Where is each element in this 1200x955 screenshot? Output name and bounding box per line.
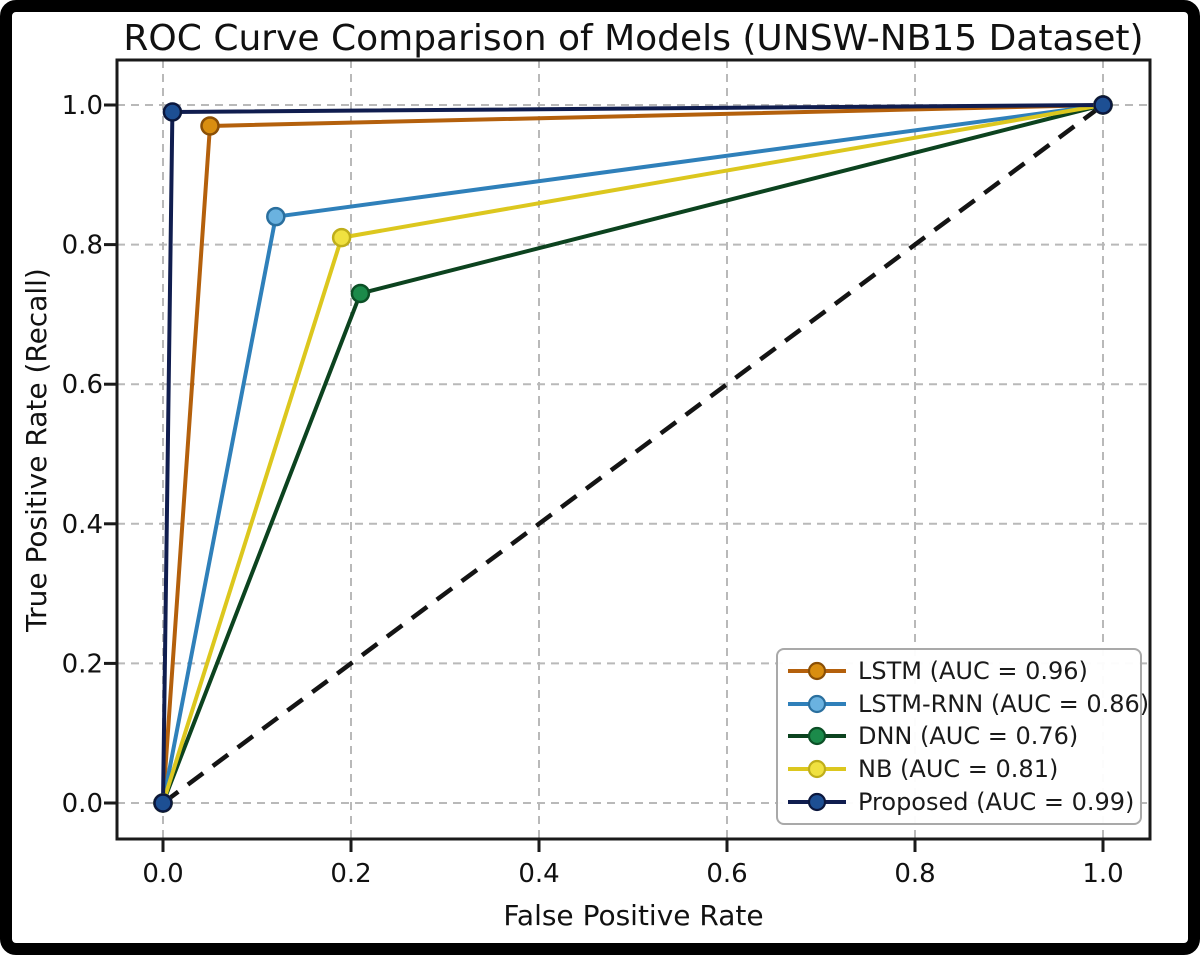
- legend-marker-sample: [807, 694, 827, 713]
- y-tick-label: 0.8: [62, 231, 103, 261]
- x-tick-label: 0.4: [518, 859, 559, 889]
- y-tick-label: 0.2: [62, 649, 103, 679]
- legend-item-proposed: Proposed (AUC = 0.99): [786, 788, 1134, 816]
- legend-item-nb: NB (AUC = 0.81): [786, 755, 1134, 783]
- legend-item-dnn: DNN (AUC = 0.76): [786, 722, 1134, 750]
- x-tick-label: 0.8: [894, 859, 935, 889]
- x-tick-label: 0.6: [706, 859, 747, 889]
- y-axis-label: True Positive Rate (Recall): [20, 268, 53, 632]
- legend-item-lstm: LSTM (AUC = 0.96): [786, 657, 1134, 685]
- legend-label: LSTM-RNN (AUC = 0.86): [858, 689, 1150, 718]
- legend-item-lstm-rnn: LSTM-RNN (AUC = 0.86): [786, 690, 1149, 718]
- legend-label: LSTM (AUC = 0.96): [858, 657, 1088, 686]
- legend-label: Proposed (AUC = 0.99): [858, 787, 1135, 816]
- legend-label: NB (AUC = 0.81): [858, 755, 1059, 784]
- series-marker-nb: [331, 227, 352, 248]
- legend-swatch-icon: [788, 759, 846, 779]
- axes-border: [115, 58, 1152, 841]
- chart-title: ROC Curve Comparison of Models (UNSW-NB1…: [123, 18, 1144, 59]
- legend-label: DNN (AUC = 0.76): [858, 722, 1079, 751]
- series-marker-lstm: [200, 116, 220, 136]
- series-marker-proposed: [162, 102, 183, 122]
- legend-marker-sample: [807, 792, 827, 811]
- series-marker-proposed: [1093, 95, 1113, 115]
- legend: LSTM (AUC = 0.96) LSTM-RNN (AUC = 0.86) DN…: [776, 648, 1149, 825]
- y-tick-label: 1.0: [62, 91, 103, 121]
- series-marker-lstm-rnn: [266, 206, 286, 227]
- y-tick-label: 0.6: [62, 370, 103, 400]
- chance-diagonal-line: [161, 103, 1105, 805]
- legend-swatch-icon: [788, 662, 846, 681]
- x-tick-label: 1.0: [1082, 859, 1123, 889]
- legend-swatch-icon: [788, 694, 846, 713]
- legend-marker-sample: [807, 727, 827, 746]
- x-tick-label: 0.0: [142, 859, 183, 889]
- legend-swatch-icon: [788, 792, 846, 811]
- series-marker-dnn: [350, 283, 371, 304]
- legend-marker-sample: [807, 759, 827, 779]
- x-tick-label: 0.2: [330, 859, 371, 889]
- x-axis-label: False Positive Rate: [503, 899, 764, 932]
- legend-swatch-icon: [788, 727, 846, 746]
- legend-marker-sample: [807, 662, 827, 681]
- series-marker-proposed: [153, 793, 173, 813]
- y-tick-label: 0.0: [62, 789, 103, 819]
- y-tick-label: 0.4: [62, 510, 103, 540]
